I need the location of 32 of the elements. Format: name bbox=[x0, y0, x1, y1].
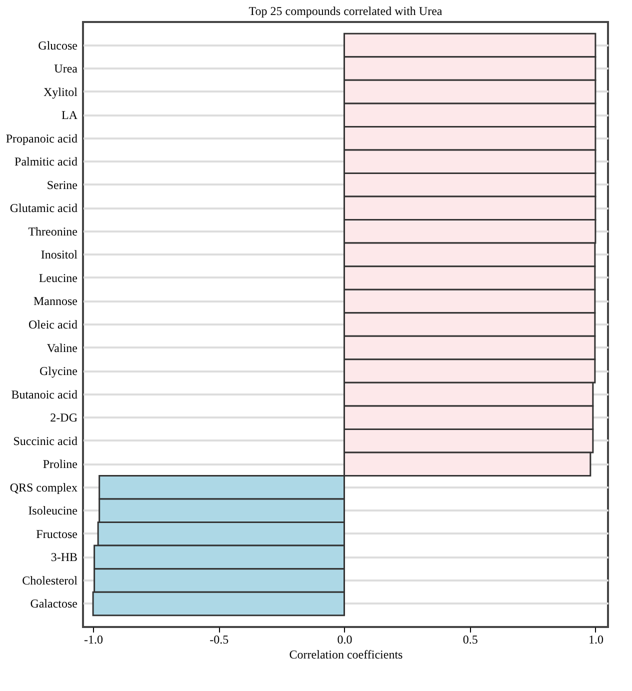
y-tick-label: Cholesterol bbox=[22, 573, 78, 588]
x-tick-label: -1.0 bbox=[84, 632, 104, 646]
y-tick-label: Urea bbox=[54, 62, 78, 76]
y-tick-label: 3-HB bbox=[50, 550, 78, 564]
y-tick-label: Palmitic acid bbox=[14, 154, 78, 169]
y-tick-label: Valine bbox=[46, 340, 78, 355]
y-tick-label: Proline bbox=[42, 457, 78, 472]
x-axis-title: Correlation coefficients bbox=[289, 648, 404, 662]
y-tick-label: Inositol bbox=[40, 248, 78, 262]
y-tick-label: Oleic acid bbox=[28, 318, 78, 332]
y-tick-label: Glucose bbox=[38, 38, 78, 52]
y-tick-label: Isoleucine bbox=[28, 504, 78, 518]
x-tick-label: 0.0 bbox=[337, 632, 352, 646]
y-tick-label: Threonine bbox=[28, 224, 78, 238]
y-tick-label: Xylitol bbox=[43, 84, 78, 99]
y-tick-label: Butanoic acid bbox=[11, 387, 78, 402]
y-tick-label: Fructose bbox=[36, 526, 78, 541]
x-tick-label: -0.5 bbox=[210, 632, 229, 646]
x-tick-label: 1.0 bbox=[588, 632, 604, 646]
y-tick-label: 2-DG bbox=[50, 410, 78, 425]
y-tick-label: Leucine bbox=[38, 270, 78, 285]
y-tick-label: Mannose bbox=[34, 294, 78, 308]
y-tick-label: Galactose bbox=[30, 596, 78, 611]
y-tick-label: Succinic acid bbox=[13, 434, 78, 448]
y-tick-label: Serine bbox=[46, 178, 78, 192]
y-tick-label: QRS complex bbox=[10, 480, 78, 494]
x-tick-label: 0.5 bbox=[462, 632, 478, 646]
chart-title: Top 25 compounds correlated with Urea bbox=[248, 4, 443, 18]
y-tick-label: Glycine bbox=[40, 364, 78, 378]
y-tick-label: Glutamic acid bbox=[10, 201, 78, 216]
y-tick-label: LA bbox=[62, 108, 78, 122]
y-tick-label: Propanoic acid bbox=[6, 131, 78, 146]
